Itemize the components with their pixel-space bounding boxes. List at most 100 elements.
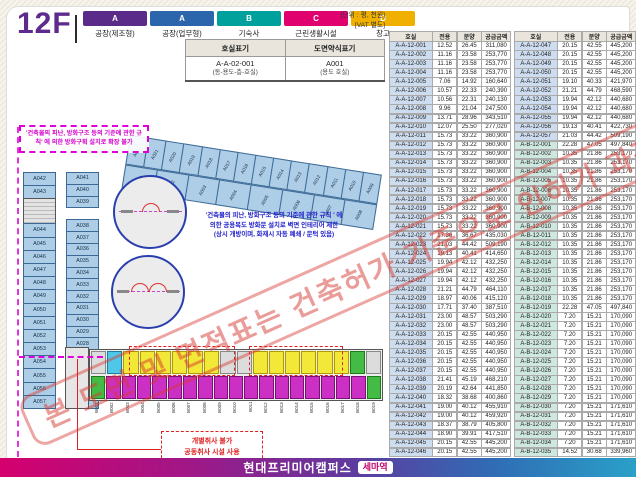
table-row: A-B-12-009 10.35 21.86 253,170 xyxy=(513,212,636,223)
value-cell: 42.55 xyxy=(456,447,482,458)
table-row: A-A-12-015 15.73 33.22 360,900 xyxy=(388,167,512,178)
plan-room-A057: A057 xyxy=(23,394,56,409)
cyan-unit-cell xyxy=(107,351,123,374)
footer-banner: 현대프리미어캠퍼스 세마역 xyxy=(0,458,636,477)
magenta-unit-cell xyxy=(259,376,274,399)
table-row: A-A-12-022 17.36 36.67 435,030 xyxy=(388,230,512,241)
table-row: A-A-12-048 20.15 42.55 445,200 xyxy=(513,50,636,60)
vat-note: [VAT 별도] xyxy=(354,22,385,30)
plan-room-label-B009: B009 xyxy=(217,402,223,413)
table-row: A-A-12-005 7.06 14.92 160,640 xyxy=(388,77,512,87)
plan-room-A047: A047 xyxy=(23,262,56,278)
plan-room-label-B010: B010 xyxy=(232,402,238,413)
floor-title: 12F xyxy=(17,7,72,40)
wall-segment xyxy=(121,210,133,213)
table-row: A-A-12-010 12.07 25.50 277,020 xyxy=(388,122,512,133)
table-row: A-A-12-051 19.10 40.33 421,970 xyxy=(513,77,636,87)
table-row: A-A-12-019 15.73 33.22 360,900 xyxy=(388,203,512,214)
table-header-row: 호실 전용 분양 공급금액 xyxy=(388,30,512,42)
stair-elevator-block xyxy=(23,198,56,225)
plan-room-A042: A042 xyxy=(23,172,56,187)
magenta-unit-cell xyxy=(320,376,335,399)
price-table-right: 호실 전용 분양 공급금액 A-A-12-047 20.15 42.55 445,200 A-A… xyxy=(513,30,636,458)
plan-room-A039: A039 xyxy=(66,195,99,209)
table-row: A-A-12-013 15.73 33.22 360,900 xyxy=(388,149,512,160)
table-row: A-A-12-036 20.15 42.55 440,950 xyxy=(388,357,512,367)
notation-header-abbrev: 도면약식표기 xyxy=(284,39,385,57)
table-row: A-A-12-020 15.73 33.22 360,900 xyxy=(388,212,512,223)
plan-room-label-B018: B018 xyxy=(355,402,361,413)
kitchen-note-connector xyxy=(77,449,161,451)
legend: A 공장(제조형) A 공장(업무형) B 기숙사 C 근린생활시설 D 창고 xyxy=(83,11,415,39)
table-row: A-B-12-035 14.52 30.68 339,960 xyxy=(513,447,636,458)
table-row: A-A-12-021 15.73 33.22 360,900 xyxy=(388,221,512,232)
kitchen-note: 개별취사 불가 공동취사 시설 사용 xyxy=(161,431,263,464)
floor-plan: '건축물의 피난, 방화구조 등의 기준에 관한 규칙' 에 의한 방화구획 설… xyxy=(11,63,389,464)
plan-room-A052: A052 xyxy=(23,328,56,344)
plan-room-A045: A045 xyxy=(23,236,56,251)
unit-note: [단위 : 평, 천원] xyxy=(340,12,385,19)
table-row: A-B-12-008 10.35 21.86 253,170 xyxy=(513,203,636,214)
legend-color-box: D xyxy=(351,11,415,26)
legend-color-box: A xyxy=(83,11,147,26)
plan-room-A053: A053 xyxy=(23,342,56,357)
green-unit-cell xyxy=(349,351,365,374)
column-header: 공급금액 xyxy=(606,30,636,42)
table-row: A-B-12-021 7.20 15.21 170,090 xyxy=(513,321,636,331)
table-row: A-A-12-040 18.32 38.68 400,860 xyxy=(388,393,512,403)
table-row: A-A-12-034 20.15 42.55 440,950 xyxy=(388,339,512,349)
table-row: A-B-12-031 7.20 15.21 171,610 xyxy=(513,411,636,422)
table-row: A-B-12-007 10.35 21.86 253,170 xyxy=(513,194,636,205)
table-row: A-A-12-031 23.00 48.57 503,290 xyxy=(388,312,512,322)
yellow-unit-cell xyxy=(333,351,349,374)
brand-name: 현대프리미어캠퍼스 xyxy=(243,461,352,475)
column-header: 호실 xyxy=(513,30,558,42)
fire-partition-divider-line xyxy=(19,356,103,358)
table-row: A-A-12-057 21.03 44.42 509,190 xyxy=(513,131,636,142)
column-header: 호실 xyxy=(388,30,433,42)
notation-abbrev-example: A001 (용도 호실) xyxy=(284,55,385,82)
yellow-unit-cell xyxy=(204,351,220,374)
header-divider xyxy=(75,15,77,43)
plan-room-label-B002: B002 xyxy=(109,402,115,413)
unit-cell xyxy=(236,351,252,374)
table-row: A-A-12-007 10.56 22.31 240,130 xyxy=(388,95,512,105)
fire-door-swing-icon xyxy=(142,203,160,212)
table-row: A-A-12-037 20.15 42.55 440,950 xyxy=(388,366,512,376)
plan-room-label-B019: B019 xyxy=(370,402,376,413)
table-row: A-B-12-001 22.28 47.05 497,840 xyxy=(513,140,636,151)
unit-cell xyxy=(220,351,236,374)
legend-item: D 창고 xyxy=(351,11,415,39)
table-row: A-A-12-038 21.41 45.19 468,210 xyxy=(388,375,512,385)
table-row: A-A-12-001 12.52 26.45 311,080 xyxy=(388,41,512,51)
notation-room-example: A-A-02-001 (동-용도-층-호실) xyxy=(185,55,286,82)
plan-room-label-B012: B012 xyxy=(263,402,269,413)
table-row: A-B-12-014 10.35 21.86 253,170 xyxy=(513,258,636,268)
station-badge: 세마역 xyxy=(357,461,393,474)
yellow-unit-cell xyxy=(123,351,139,374)
column-header: 분양 xyxy=(581,30,607,42)
unit-notes: [단위 : 평, 천원] [VAT 별도] xyxy=(319,11,385,31)
table-row: A-A-12-027 19.94 42.12 432,250 xyxy=(388,276,512,286)
door-detail-magnifier-1 xyxy=(113,175,187,249)
table-row: A-A-12-042 19.00 40.12 459,920 xyxy=(388,411,512,422)
table-row: A-B-12-013 10.35 21.86 253,170 xyxy=(513,248,636,259)
table-row: A-B-12-017 10.35 21.86 253,170 xyxy=(513,285,636,295)
plan-room-label-B013: B013 xyxy=(278,402,284,413)
yellow-unit-cell xyxy=(171,351,188,374)
yellow-unit-cell xyxy=(252,351,268,374)
column-header: 전용 xyxy=(432,30,458,42)
table-row: A-A-12-035 20.15 42.55 440,950 xyxy=(388,348,512,358)
table-row: A-A-12-016 15.73 33.22 360,900 xyxy=(388,176,512,187)
plan-room-label-B014: B014 xyxy=(294,402,300,413)
yellow-unit-cell xyxy=(317,351,333,374)
table-row: A-A-12-047 20.15 42.55 445,200 xyxy=(513,41,636,51)
legend-color-box: A xyxy=(150,11,214,26)
plan-room-label-B011: B011 xyxy=(247,402,253,413)
magenta-unit-cell xyxy=(305,376,320,399)
bottom-wing-bottom-row xyxy=(90,375,382,400)
table-row: A-B-12-006 10.35 21.86 253,170 xyxy=(513,185,636,196)
room-notation-table: 호실표기 도면약식표기 A-A-02-001 (동-용도-층-호실) A001 … xyxy=(185,39,385,82)
table-row: A-B-12-022 7.20 15.21 170,090 xyxy=(513,330,636,340)
table-row: A-A-12-043 18.37 38.79 405,800 xyxy=(388,420,512,431)
